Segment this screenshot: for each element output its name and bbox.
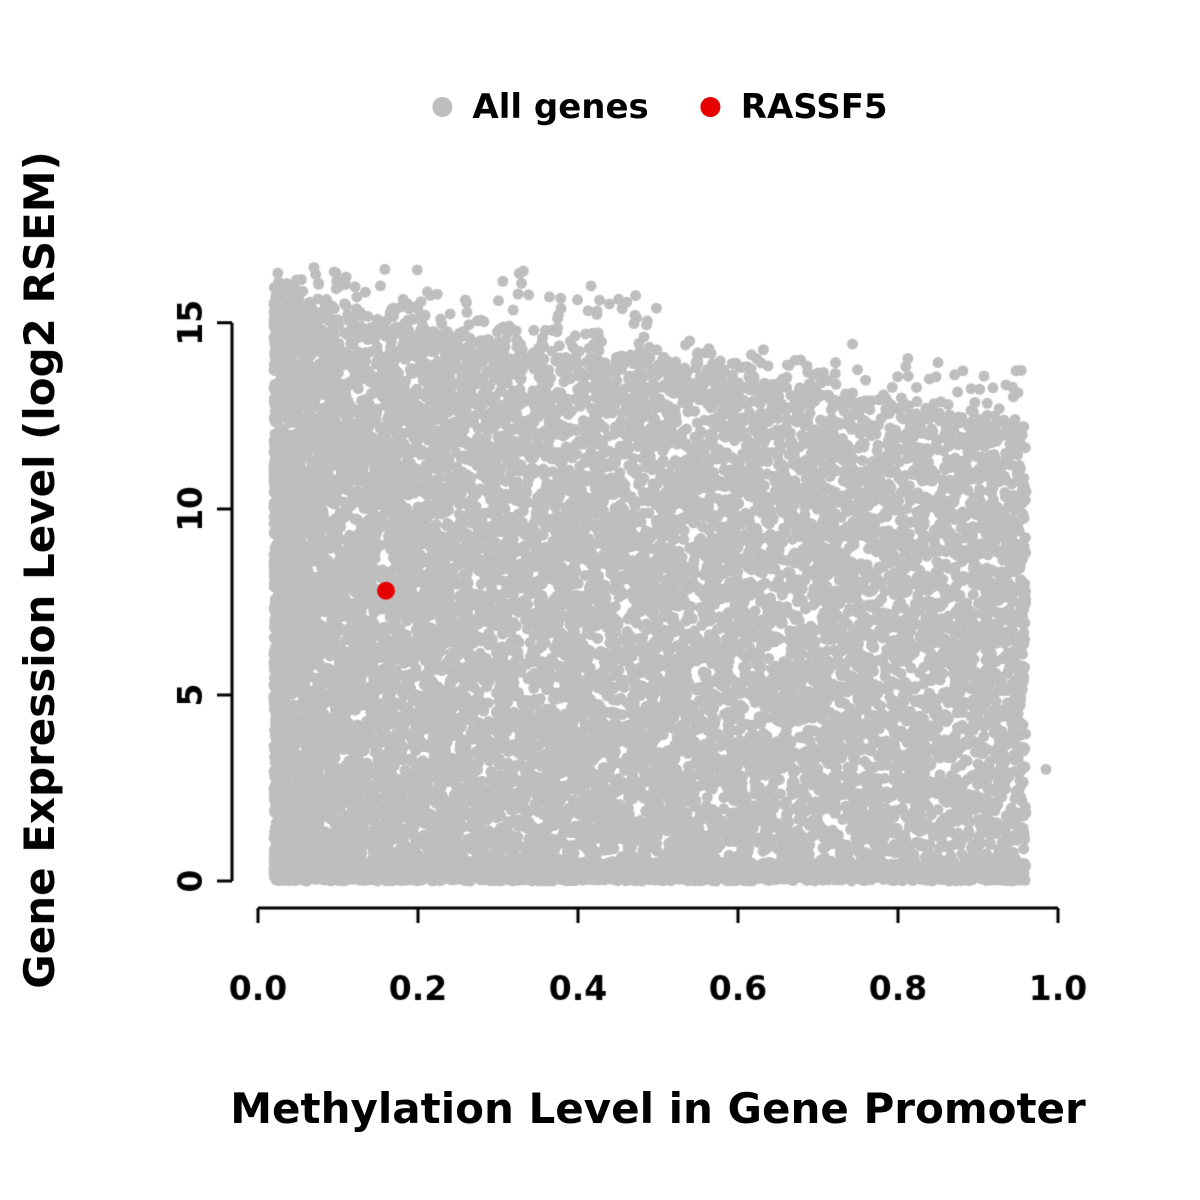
legend-item-all-genes: All genes bbox=[432, 87, 649, 127]
legend-label-all-genes: All genes bbox=[472, 87, 649, 127]
all-genes-point-icon bbox=[432, 97, 453, 117]
x-axis-title: Methylation Level in Gene Promoter bbox=[230, 1084, 1086, 1133]
chart-legend: All genes RASSF5 bbox=[432, 87, 888, 127]
rassf5-point-icon bbox=[700, 97, 721, 117]
y-axis-title: Gene Expression Level (log2 RSEM) bbox=[15, 151, 64, 989]
legend-item-rassf5: RASSF5 bbox=[700, 87, 888, 127]
legend-label-rassf5: RASSF5 bbox=[740, 87, 888, 127]
